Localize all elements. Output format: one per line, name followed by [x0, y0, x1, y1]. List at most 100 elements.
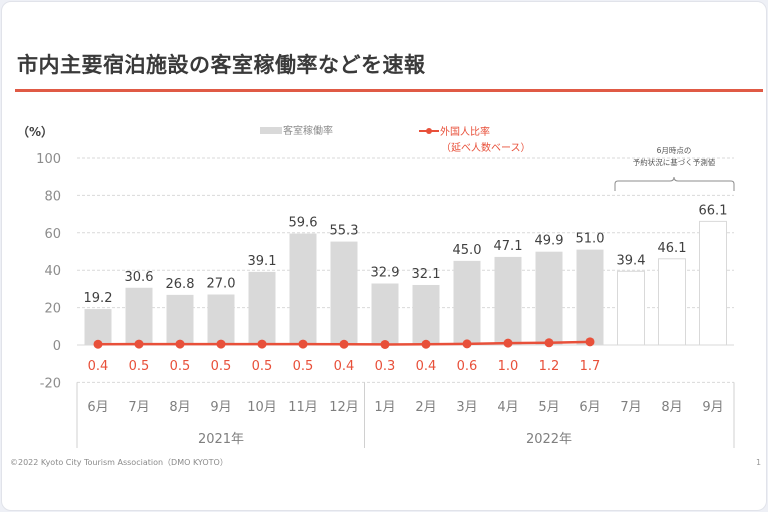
legend: （%） 客室稼働率 外国人比率 （延べ人数ベース） [17, 124, 531, 154]
category-label: 8月 [169, 400, 190, 415]
forecast-bar [658, 258, 686, 346]
foreign-ratio-label: 0.4 [334, 359, 355, 374]
legend-line-label-2: （延べ人数ベース） [441, 141, 531, 154]
occupancy-bar [166, 294, 194, 345]
occupancy-bar [125, 287, 153, 345]
slide-title: 市内主要宿泊施設の客室稼働率などを速報 [17, 53, 426, 77]
foreign-ratio-point [585, 337, 595, 347]
occupancy-bar [84, 309, 112, 345]
y-tick-label: 0 [53, 339, 61, 354]
foreign-ratio-point [421, 339, 431, 349]
category-label: 7月 [620, 400, 641, 415]
legend-line-marker [426, 128, 432, 134]
bar-value-label: 32.9 [371, 265, 400, 280]
foreign-ratio-label: 0.5 [211, 359, 232, 374]
category-label: 9月 [702, 400, 723, 415]
foreign-ratio-label: 0.5 [129, 359, 150, 374]
occupancy-bar [576, 249, 604, 345]
bar-value-label: 39.1 [248, 254, 277, 269]
occupancy-bar [289, 233, 317, 345]
foreign-ratio-point [93, 339, 103, 349]
foreign-ratio-point [544, 338, 554, 348]
annotation-line-1: 6月時点の [657, 146, 692, 155]
category-frame [76, 382, 735, 448]
foreign-ratio-label: 0.3 [375, 359, 396, 374]
copyright-footer: ©2022 Kyoto City Tourism Association（DMO… [10, 458, 228, 467]
foreign-ratio-line [93, 337, 595, 349]
category-label: 5月 [538, 400, 559, 415]
forecast-bracket [614, 176, 735, 191]
occupancy-bar [330, 241, 358, 345]
category-label: 11月 [288, 400, 318, 415]
foreign-ratio-label: 1.0 [498, 359, 519, 374]
labels: 100 80 60 40 20 0 -20 2021年 2022年 19.2 6月 30.6 7月 26.… [36, 152, 727, 447]
occupancy-bar [207, 294, 235, 345]
bar-value-label: 45.0 [453, 243, 482, 258]
bar-value-label: 47.1 [494, 239, 523, 254]
foreign-ratio-point [216, 339, 226, 349]
bar-value-label: 39.4 [617, 253, 646, 268]
bar-value-label: 49.9 [535, 234, 564, 249]
foreign-ratio-label: 0.6 [457, 359, 478, 374]
forecast-annotation: 6月時点の 予約状況に基づく予測値 [614, 146, 735, 191]
gridlines [77, 157, 734, 383]
bar-value-label: 46.1 [658, 241, 687, 256]
y-tick-label: 80 [44, 189, 61, 204]
y-tick-label: -20 [40, 376, 61, 391]
bar-value-label: 59.6 [289, 216, 318, 231]
year-group-label: 2022年 [526, 432, 572, 447]
bar-value-label: 30.6 [125, 270, 154, 285]
category-label: 7月 [128, 400, 149, 415]
y-unit-label: （%） [17, 124, 53, 139]
category-label: 6月 [579, 400, 600, 415]
bar-value-label: 32.1 [412, 267, 441, 282]
y-tick-label: 60 [44, 227, 61, 242]
legend-bar-label: 客室稼働率 [283, 124, 333, 137]
category-label: 9月 [210, 400, 231, 415]
forecast-bar [617, 270, 645, 346]
legend-line-label-1: 外国人比率 [440, 125, 490, 138]
forecast-bar [699, 220, 727, 346]
category-label: 10月 [247, 400, 277, 415]
foreign-ratio-label: 0.4 [88, 359, 109, 374]
foreign-ratio-point [134, 339, 144, 349]
category-label: 2月 [415, 400, 436, 415]
occupancy-bar [371, 283, 399, 345]
foreign-ratio-point [298, 339, 308, 349]
y-tick-label: 100 [36, 152, 61, 167]
occupancy-bar [535, 251, 563, 345]
y-tick-label: 40 [44, 264, 61, 279]
page-number: 1 [756, 458, 762, 467]
bars [84, 220, 727, 346]
occupancy-bar [453, 260, 481, 345]
foreign-ratio-label: 0.5 [293, 359, 314, 374]
foreign-ratio-point [503, 338, 513, 348]
foreign-ratio-label: 0.4 [416, 359, 437, 374]
foreign-ratio-point [339, 339, 349, 349]
title-underline [15, 89, 763, 92]
foreign-ratio-point [175, 339, 185, 349]
category-label: 3月 [456, 400, 477, 415]
category-label: 6月 [87, 400, 108, 415]
occupancy-bar [412, 284, 440, 345]
occupancy-bar [494, 256, 522, 345]
foreign-ratio-label: 1.2 [539, 359, 560, 374]
bar-value-label: 55.3 [330, 224, 359, 239]
legend-bar-swatch [260, 127, 282, 134]
category-label: 1月 [374, 400, 395, 415]
foreign-ratio-point [462, 339, 472, 349]
category-label: 8月 [661, 400, 682, 415]
foreign-ratio-label: 0.5 [170, 359, 191, 374]
category-label: 4月 [497, 400, 518, 415]
foreign-ratio-point [380, 339, 390, 349]
occupancy-bar [248, 271, 276, 345]
foreign-ratio-label: 1.7 [580, 359, 601, 374]
bar-value-label: 26.8 [166, 277, 195, 292]
annotation-line-2: 予約状況に基づく予測値 [633, 157, 716, 167]
bar-value-label: 51.0 [576, 232, 605, 247]
foreign-ratio-point [257, 339, 267, 349]
year-group-label: 2021年 [198, 432, 244, 447]
foreign-ratio-label: 0.5 [252, 359, 273, 374]
